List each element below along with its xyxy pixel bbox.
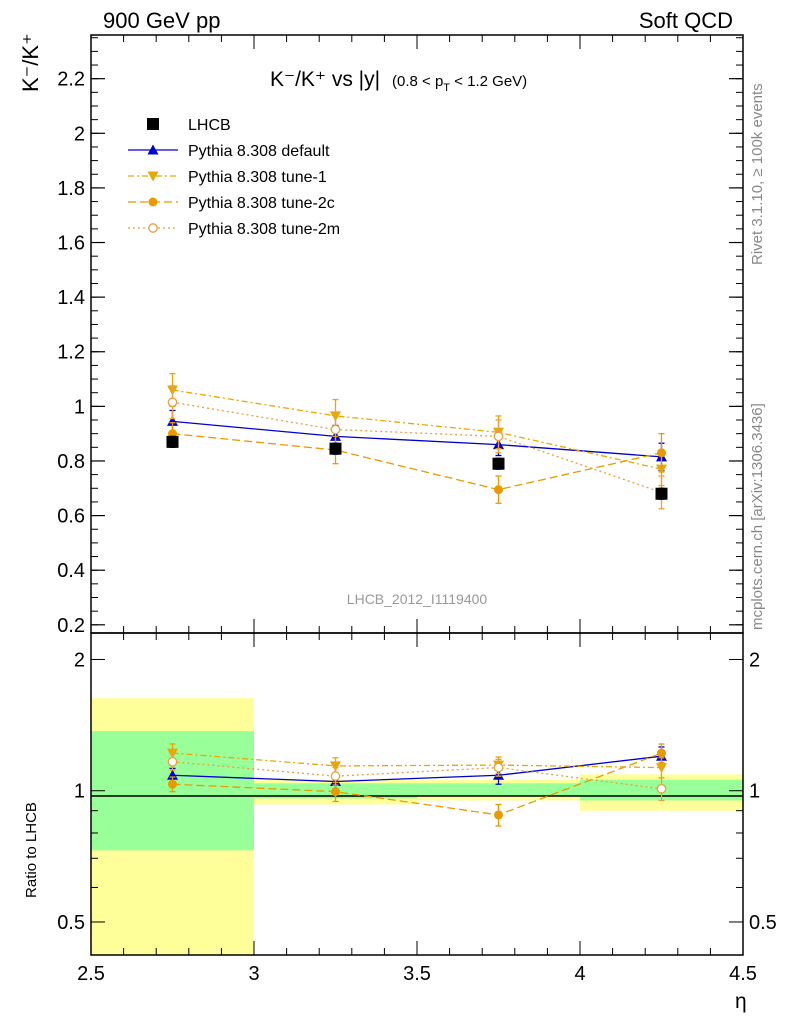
x-axis-label: η — [735, 990, 747, 1013]
ratio-series-2 — [168, 743, 666, 827]
data-point — [147, 144, 159, 155]
legend-label: Pythia 8.308 tune-2m — [188, 221, 340, 238]
y-tick-label: 0.8 — [57, 451, 85, 473]
analysis-watermark: LHCB_2012_I1119400 — [347, 591, 488, 607]
data-point — [492, 457, 505, 470]
legend-item: Pythia 8.308 default — [128, 143, 330, 160]
data-point — [166, 435, 179, 448]
ratio-series-3 — [167, 753, 667, 802]
y-tick-label: 1.2 — [57, 342, 85, 364]
data-point — [493, 431, 504, 442]
x-tick-label: 3 — [248, 963, 259, 985]
upper-series — [166, 372, 668, 510]
series-0 — [166, 435, 668, 500]
data-point — [168, 779, 177, 789]
ratio-y-tick-label: 2 — [74, 649, 85, 671]
data-point — [329, 442, 342, 455]
legend-label: LHCB — [188, 117, 231, 134]
series-line — [172, 389, 662, 470]
data-point — [656, 763, 667, 774]
x-tick-label: 4 — [574, 963, 585, 985]
chart-subtitle: (0.8 < pT < 1.2 GeV) — [392, 73, 527, 94]
ratio-line — [172, 752, 662, 769]
series-line — [172, 433, 662, 491]
data-point — [148, 223, 158, 233]
lower-bands — [91, 698, 743, 955]
lower-panel: 0.5 0.5 1 1 2 2 2.5 3 3.5 4 4.5 Ratio to LHCB η — [23, 632, 777, 1013]
ratio-line — [172, 761, 662, 790]
series-4 — [167, 385, 667, 510]
ratio-y-tick-label: 1 — [74, 781, 85, 803]
x-tick-label: 4.5 — [729, 963, 757, 985]
uncertainty-band-inner — [417, 783, 580, 797]
ratio-y-tick-label-right: 1 — [749, 781, 760, 803]
data-point — [330, 424, 341, 435]
data-point — [657, 748, 666, 758]
data-point — [147, 171, 159, 182]
y-tick-label: 2.2 — [57, 69, 85, 91]
data-point — [494, 485, 503, 495]
legend-item: Pythia 8.308 tune-2m — [128, 221, 340, 238]
y-tick-label: 1.4 — [57, 287, 85, 309]
upper-ticks: 0.2 0.4 0.6 0.8 1 1.2 1.4 1.6 1.8 2 2.2 — [57, 35, 744, 637]
series-1 — [167, 409, 667, 472]
data-point — [656, 783, 667, 794]
y-tick-label: 1.6 — [57, 233, 85, 255]
y-tick-label: 1 — [74, 396, 85, 418]
ratio-line — [172, 752, 662, 816]
data-point — [147, 118, 159, 130]
x-tick-label: 3.5 — [403, 963, 431, 985]
y-axis-label: K⁻/K⁺ — [18, 33, 43, 92]
legend-label: Pythia 8.308 tune-1 — [188, 169, 327, 186]
header-left: 900 GeV pp — [103, 8, 220, 33]
y-tick-label: 0.2 — [57, 615, 85, 637]
data-point — [330, 771, 341, 782]
mcplots-label: mcplots.cern.ch [arXiv:1306.3436] — [749, 403, 766, 630]
data-point — [167, 756, 178, 767]
legend-item: LHCB — [147, 117, 231, 134]
legend-label: Pythia 8.308 tune-2c — [188, 195, 335, 212]
data-point — [148, 197, 158, 207]
lower-frame — [90, 632, 744, 956]
legend-label: Pythia 8.308 default — [188, 143, 330, 160]
series-line — [172, 420, 662, 458]
ratio-axis-label: Ratio to LHCB — [23, 802, 40, 898]
upper-panel: 0.2 0.4 0.6 0.8 1 1.2 1.4 1.6 1.8 2 2.2 K⁻/K⁺ vs |… — [18, 33, 744, 637]
data-point — [657, 448, 666, 458]
legend: LHCB Pythia 8.308 default Pythia 8.308 tun… — [128, 117, 340, 238]
legend-item: Pythia 8.308 tune-1 — [128, 169, 327, 186]
data-point — [167, 397, 178, 408]
y-tick-label: 2 — [74, 123, 85, 145]
chart-title: K⁻/K⁺ vs |y| — [270, 68, 380, 91]
y-tick-label: 0.6 — [57, 506, 85, 528]
data-point — [494, 810, 503, 820]
data-point — [493, 762, 504, 773]
ratio-y-tick-label-right: 2 — [749, 649, 760, 671]
data-point — [330, 761, 341, 772]
data-point — [655, 487, 668, 500]
series-3 — [168, 422, 666, 504]
y-tick-label: 0.4 — [57, 560, 85, 582]
lower-ticks: 0.5 0.5 1 1 2 2 2.5 3 3.5 4 4.5 — [57, 633, 777, 985]
lower-series — [167, 743, 667, 827]
series-line — [172, 401, 662, 493]
header-right: Soft QCD — [639, 8, 733, 33]
data-point — [331, 787, 340, 797]
legend-item: Pythia 8.308 tune-2c — [128, 195, 335, 212]
ratio-y-tick-label-right: 0.5 — [749, 912, 777, 934]
rivet-label: Rivet 3.1.10, ≥ 100k events — [749, 83, 766, 265]
ratio-y-tick-label: 0.5 — [57, 912, 85, 934]
y-tick-label: 1.8 — [57, 178, 85, 200]
x-tick-label: 2.5 — [77, 963, 105, 985]
